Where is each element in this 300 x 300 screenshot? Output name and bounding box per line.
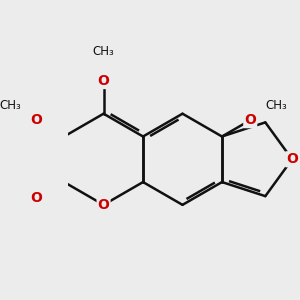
Text: O: O bbox=[98, 198, 110, 212]
Text: CH₃: CH₃ bbox=[0, 99, 21, 112]
Text: O: O bbox=[98, 74, 110, 88]
Text: O: O bbox=[244, 113, 256, 127]
Text: O: O bbox=[286, 152, 298, 166]
Text: CH₃: CH₃ bbox=[265, 99, 287, 112]
Text: O: O bbox=[30, 191, 42, 206]
Text: CH₃: CH₃ bbox=[93, 45, 114, 58]
Text: O: O bbox=[30, 113, 42, 127]
